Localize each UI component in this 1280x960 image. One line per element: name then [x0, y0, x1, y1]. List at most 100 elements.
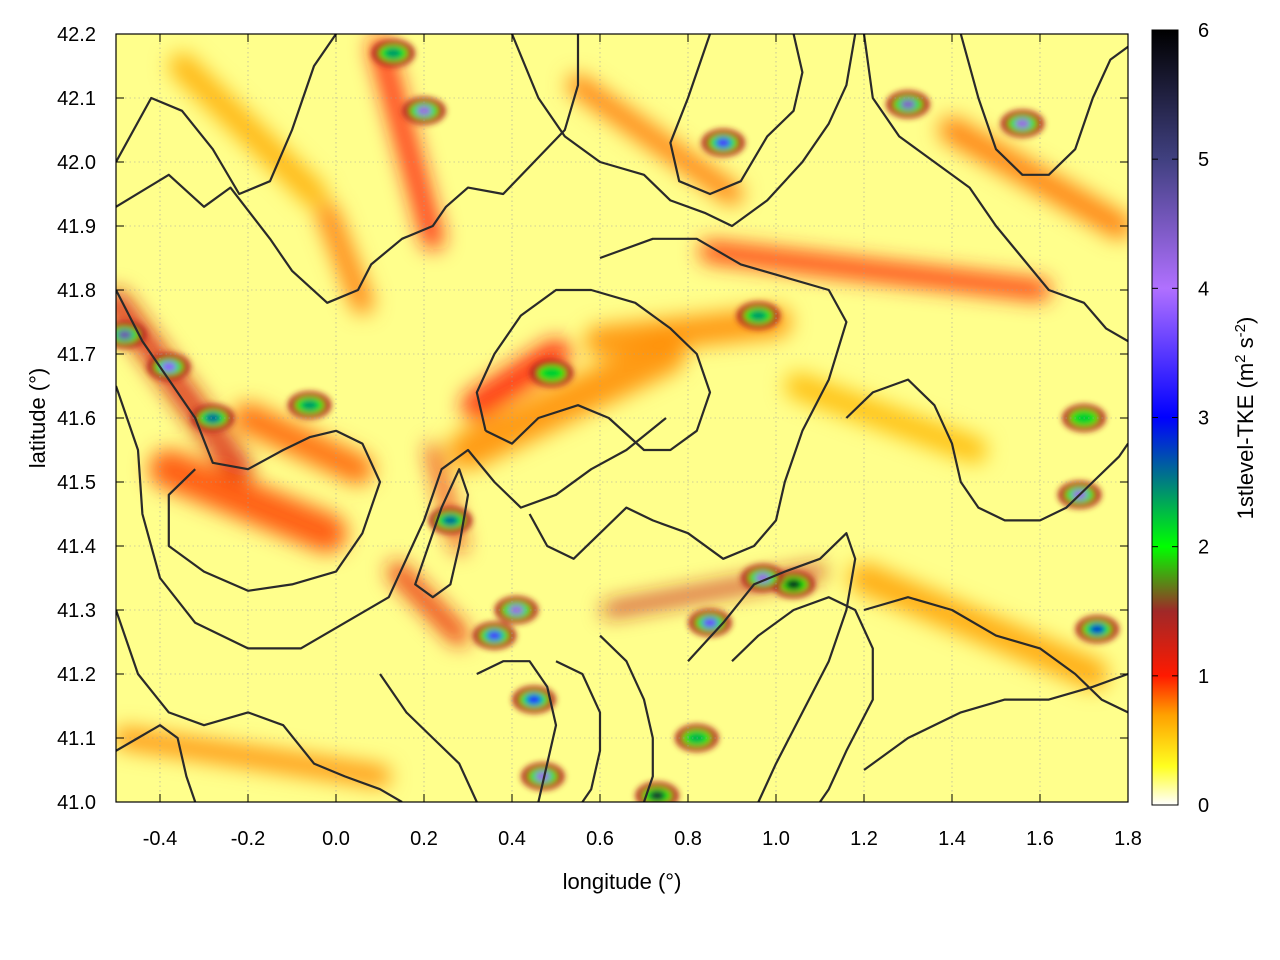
hotspot-core — [750, 310, 767, 321]
contour-7 — [528, 237, 848, 560]
hotspot-core — [543, 368, 560, 379]
colorbar-ticks: 0 1 2 3 4 5 6 — [1152, 20, 1209, 817]
contour-2 — [116, 34, 337, 196]
x-tick-label: 0.4 — [498, 828, 526, 850]
contour-4 — [116, 385, 667, 650]
y-axis-ticks: 41.0 41.1 41.2 41.3 41.4 41.5 41.6 41.7 41.8 41.9… — [57, 24, 1128, 814]
y-tick-label: 41.3 — [57, 600, 96, 622]
x-axis-title: longitude (°) — [563, 869, 682, 894]
contour-15 — [863, 596, 1128, 714]
heatmap-band — [448, 334, 686, 470]
y-tick-label: 41.8 — [57, 280, 96, 302]
colorbar-tick-label: 3 — [1198, 408, 1209, 430]
y-tick-label: 41.6 — [57, 408, 96, 430]
contour-17 — [476, 660, 558, 802]
x-tick-label: 1.0 — [762, 828, 790, 850]
heatmap-band — [232, 402, 374, 485]
contour-6 — [475, 288, 712, 452]
hotspot-core — [116, 329, 133, 340]
hotspot-core — [754, 573, 771, 583]
hotspot-core — [385, 48, 402, 59]
hotspot-core — [486, 630, 503, 641]
y-tick-label: 41.1 — [57, 728, 96, 750]
contour-10 — [862, 34, 1128, 343]
colorbar-title-sup1: 2 — [1232, 354, 1249, 362]
heatmap-band — [149, 449, 348, 554]
y-tick-label: 41.4 — [57, 536, 96, 558]
y-tick-label: 42.0 — [57, 152, 96, 174]
colorbar-tick-label: 6 — [1198, 20, 1209, 42]
x-tick-label: 1.2 — [850, 828, 878, 850]
heatmap-band — [316, 202, 374, 314]
contour-22 — [116, 724, 197, 802]
colorbar-tick-label: 2 — [1198, 537, 1209, 559]
contour-3 — [116, 289, 382, 592]
colorbar-title-end: ) — [1233, 317, 1258, 324]
contour-18 — [555, 660, 602, 802]
x-tick-label: 0.8 — [674, 828, 702, 850]
colorbar-title-sup2: -2 — [1232, 324, 1249, 337]
hotspot-core — [442, 515, 459, 526]
contour-8 — [669, 34, 804, 196]
y-tick-label: 41.5 — [57, 472, 96, 494]
contour-20 — [116, 609, 403, 802]
hotspot-core — [534, 771, 551, 782]
hotspot-core — [785, 579, 802, 590]
heatmap-band — [567, 74, 743, 205]
colorbar-tick-label: 4 — [1198, 278, 1209, 300]
y-tick-label: 41.2 — [57, 664, 96, 686]
plot-area — [116, 34, 1128, 802]
contour-16 — [863, 672, 1128, 771]
colorbar-tick-label: 5 — [1198, 149, 1209, 171]
colorbar-title: 1stlevel-TKE (m2 s-2) — [1232, 317, 1259, 520]
hotspot-core — [900, 99, 916, 110]
contour-14 — [731, 596, 874, 802]
contour-9 — [510, 34, 857, 228]
y-tick-label: 41.7 — [57, 344, 96, 366]
contour-5 — [414, 468, 470, 599]
contour-lines — [116, 34, 1128, 802]
y-tick-label: 42.2 — [57, 24, 96, 46]
x-axis-ticks: -0.4 -0.2 0.0 0.2 0.4 0.6 0.8 1.0 1.2 1.4 1.6 1.8 — [143, 34, 1142, 850]
contour-12 — [845, 378, 1128, 522]
heatmap-band — [369, 35, 444, 250]
x-tick-label: 0.2 — [410, 828, 438, 850]
y-tick-label: 41.9 — [57, 216, 96, 238]
hotspot-core — [526, 694, 542, 705]
x-tick-label: -0.2 — [231, 828, 265, 850]
x-tick-label: 1.6 — [1026, 828, 1054, 850]
hotspot-core — [301, 400, 318, 411]
colorbar-title-mid: s — [1233, 337, 1258, 354]
hotspot-core — [508, 605, 525, 615]
contour-13 — [687, 532, 857, 802]
contour-11 — [959, 34, 1128, 176]
contour-19 — [599, 634, 654, 802]
y-tick-label: 41.0 — [57, 792, 96, 814]
hotspot-core — [715, 137, 732, 148]
contour-1 — [116, 34, 580, 304]
grid-lines — [116, 34, 1128, 802]
hotspot-core — [649, 790, 666, 801]
hotspot-core — [1014, 118, 1031, 129]
x-tick-label: 0.6 — [586, 828, 614, 850]
hotspot-core — [160, 361, 177, 372]
heatmap-band — [116, 727, 391, 788]
contour-21 — [379, 673, 478, 802]
heatmap-band — [938, 116, 1128, 240]
x-tick-label: 1.4 — [938, 828, 966, 850]
y-tick-label: 42.1 — [57, 88, 96, 110]
y-axis-title: latitude (°) — [25, 368, 50, 469]
colorbar-title-main: 1stlevel-TKE (m — [1233, 363, 1258, 519]
heatmap-band — [387, 561, 470, 646]
x-tick-label: 0.0 — [322, 828, 350, 850]
colorbar-tick-label: 0 — [1198, 795, 1209, 817]
x-tick-label: 1.8 — [1114, 828, 1142, 850]
hotspot-core — [1089, 624, 1106, 635]
heatmap-band — [699, 240, 1051, 301]
colorbar-tick-label: 1 — [1198, 666, 1209, 688]
x-tick-label: -0.4 — [143, 828, 177, 850]
hotspot-core — [702, 617, 718, 628]
hotspot-core — [204, 413, 221, 423]
